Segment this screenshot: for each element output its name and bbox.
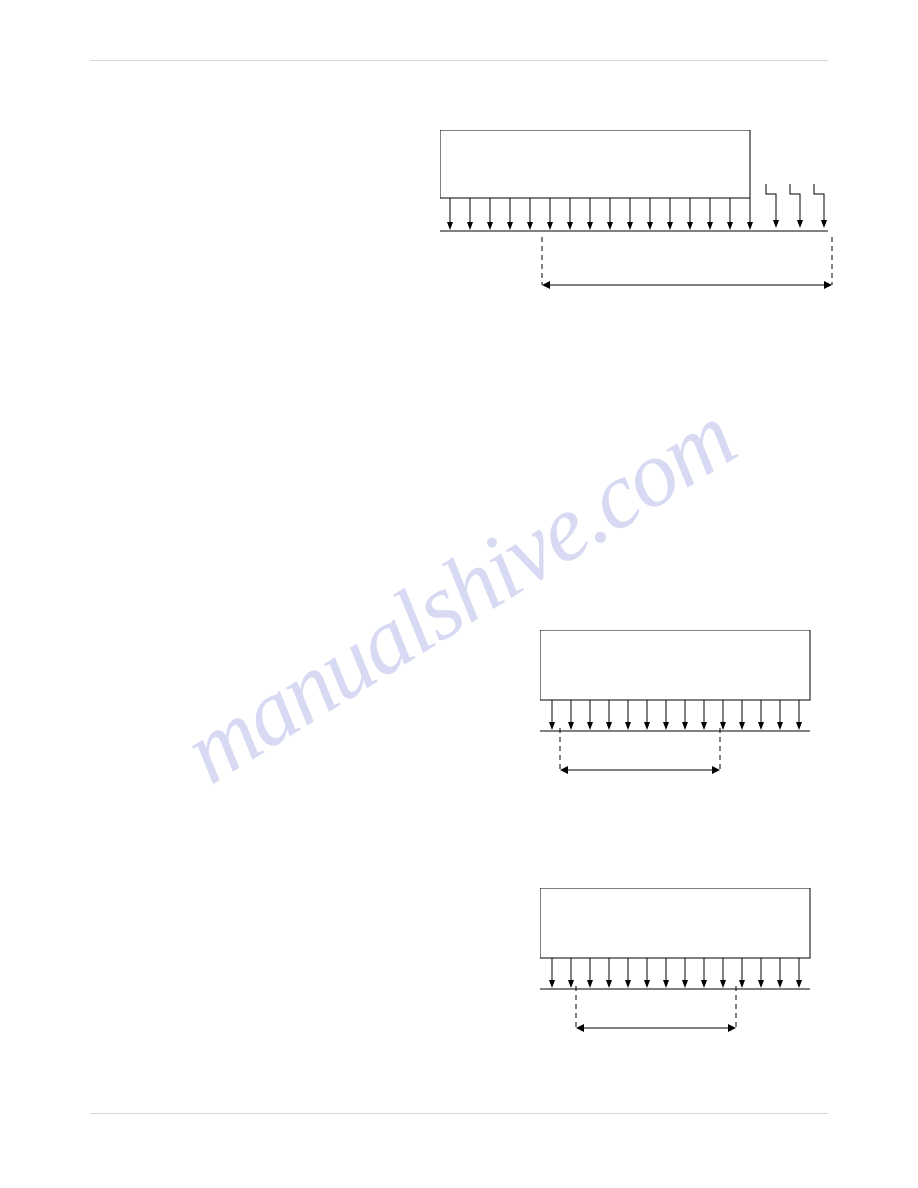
diagram-figure-3 xyxy=(540,888,840,1058)
header-divider xyxy=(90,60,828,61)
diagram-figure-1 xyxy=(440,130,850,310)
footer-divider xyxy=(90,1113,828,1114)
diagram-figure-2 xyxy=(540,630,840,800)
page-content: manualshive.com xyxy=(90,100,828,1088)
page-frame: manualshive.com xyxy=(90,60,828,1128)
